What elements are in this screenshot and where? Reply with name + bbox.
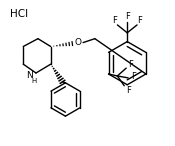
Text: HCl: HCl	[9, 9, 28, 19]
Text: H: H	[31, 78, 37, 84]
Text: F: F	[131, 72, 135, 81]
Text: O: O	[75, 38, 82, 47]
Text: F: F	[126, 86, 131, 95]
Text: F: F	[112, 15, 117, 25]
Text: F: F	[138, 15, 142, 25]
Text: F: F	[128, 60, 132, 69]
Text: N: N	[26, 71, 33, 80]
Text: F: F	[125, 12, 130, 21]
